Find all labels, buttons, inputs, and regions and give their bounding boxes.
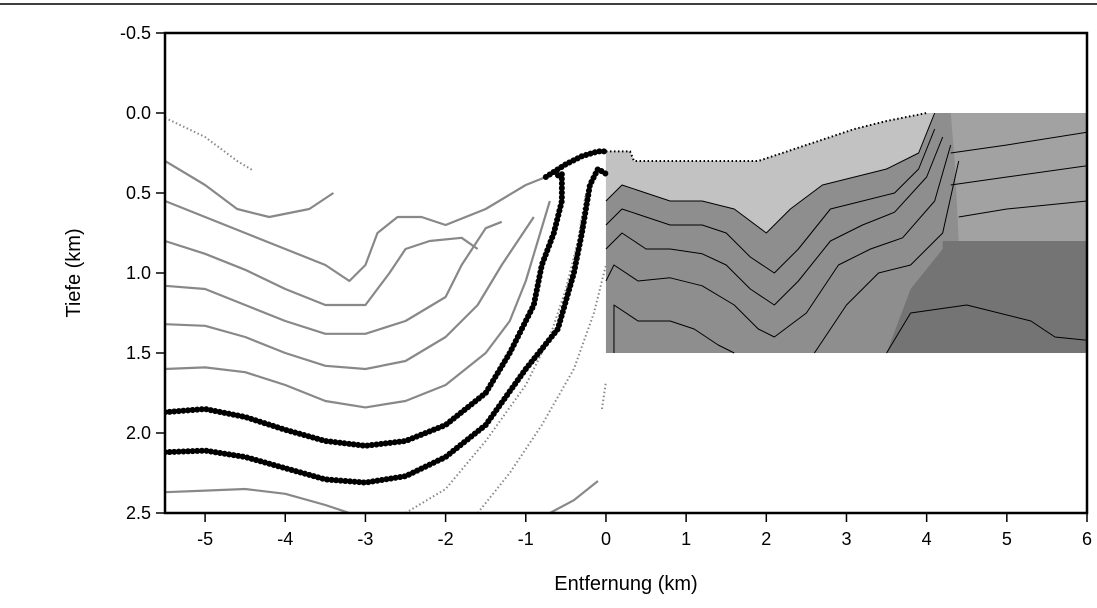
x-tick-label: 6 — [1082, 529, 1092, 549]
contour-line — [950, 165, 1087, 186]
contour-line — [165, 160, 334, 219]
contour-line — [605, 128, 936, 274]
contour-line — [165, 487, 350, 513]
contour-line — [549, 480, 599, 513]
contour-line — [165, 116, 254, 172]
y-axis-title: Tiefe (km) — [63, 228, 85, 317]
y-tick-label: 0.0 — [126, 103, 151, 123]
y-tick-label: 1.0 — [126, 263, 151, 283]
contour-line — [600, 381, 607, 410]
plot-area: -0.5 0.0 0.5 1.0 1.5 2.0 2.5 -5 -4 -3 -2 -1 0 1 2 3 4 5 6 — [120, 23, 1092, 549]
x-tick-label: 5 — [1002, 529, 1012, 549]
shaded-region — [605, 113, 935, 233]
x-tick-label: 0 — [601, 529, 611, 549]
contour-line — [165, 200, 551, 409]
y-tick-label: 2.5 — [126, 503, 151, 523]
contour-line — [165, 170, 565, 449]
y-tick-label: -0.5 — [120, 23, 151, 43]
contour-line — [165, 236, 479, 307]
x-tick-label: -5 — [197, 529, 213, 549]
contour-line — [613, 304, 735, 354]
contour-line — [165, 175, 547, 283]
x-tick-label: 1 — [681, 529, 691, 549]
x-tick-label: -4 — [277, 529, 293, 549]
contour-line — [165, 220, 503, 335]
x-tick-label: -3 — [357, 529, 373, 549]
contour-line — [542, 148, 609, 180]
x-tick-label: 3 — [841, 529, 851, 549]
x-tick-label: 4 — [922, 529, 932, 549]
y-tick-label: 1.5 — [126, 343, 151, 363]
shaded-region — [950, 113, 1087, 241]
y-tick-label: 0.5 — [126, 183, 151, 203]
contour-line — [886, 304, 1087, 354]
y-tick-label: 2.0 — [126, 423, 151, 443]
contour-line — [605, 136, 944, 306]
contour-line — [405, 192, 587, 513]
contour-line — [476, 264, 607, 513]
x-tick-label: 2 — [761, 529, 771, 549]
contour-line — [605, 144, 952, 338]
contour-line — [813, 160, 960, 354]
x-tick-label: -1 — [518, 529, 534, 549]
contour-line — [165, 166, 609, 486]
x-axis-title: Entfernung (km) — [554, 573, 697, 595]
contour-line — [958, 200, 1087, 218]
contour-line — [950, 131, 1087, 154]
contour-line — [165, 216, 535, 371]
x-tick-label: -2 — [438, 529, 454, 549]
data-layer — [165, 112, 1087, 513]
contour-line — [605, 112, 936, 234]
